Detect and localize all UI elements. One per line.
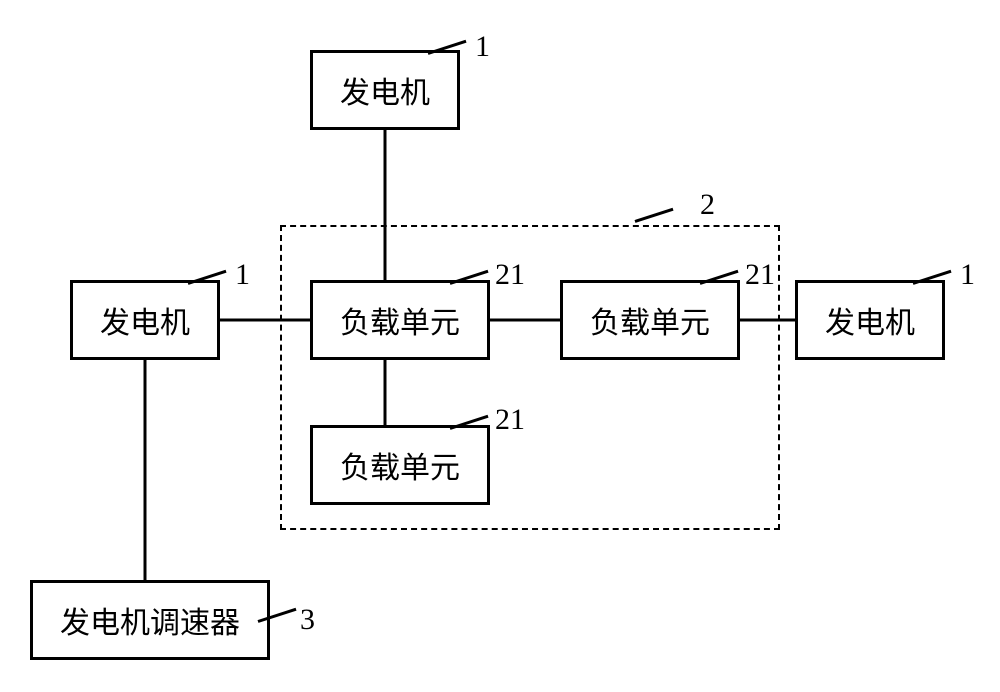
ref-num-load-center: 21 bbox=[495, 258, 525, 292]
diagram-canvas: { "type": "block-diagram", "canvas": { "… bbox=[0, 0, 1000, 692]
load-unit-bottom-label: 负载单元 bbox=[340, 443, 460, 487]
load-unit-right-label: 负载单元 bbox=[590, 298, 710, 342]
ref-num-group: 2 bbox=[700, 188, 715, 222]
generator-right-label: 发电机 bbox=[825, 298, 915, 342]
governor-box: 发电机调速器 bbox=[30, 580, 270, 660]
load-unit-bottom-box: 负载单元 bbox=[310, 425, 490, 505]
generator-right-box: 发电机 bbox=[795, 280, 945, 360]
load-unit-center-label: 负载单元 bbox=[340, 298, 460, 342]
ref-num-load-right: 21 bbox=[745, 258, 775, 292]
generator-top-box: 发电机 bbox=[310, 50, 460, 130]
governor-label: 发电机调速器 bbox=[60, 598, 240, 642]
generator-left-label: 发电机 bbox=[100, 298, 190, 342]
generator-left-box: 发电机 bbox=[70, 280, 220, 360]
ref-num-generator-right: 1 bbox=[960, 258, 975, 292]
ref-num-governor: 3 bbox=[300, 603, 315, 637]
ref-num-generator-left: 1 bbox=[235, 258, 250, 292]
generator-top-label: 发电机 bbox=[340, 68, 430, 112]
load-unit-right-box: 负载单元 bbox=[560, 280, 740, 360]
ref-num-generator-top: 1 bbox=[475, 30, 490, 64]
leader-tick bbox=[635, 208, 674, 223]
ref-num-load-bottom: 21 bbox=[495, 403, 525, 437]
load-unit-center-box: 负载单元 bbox=[310, 280, 490, 360]
